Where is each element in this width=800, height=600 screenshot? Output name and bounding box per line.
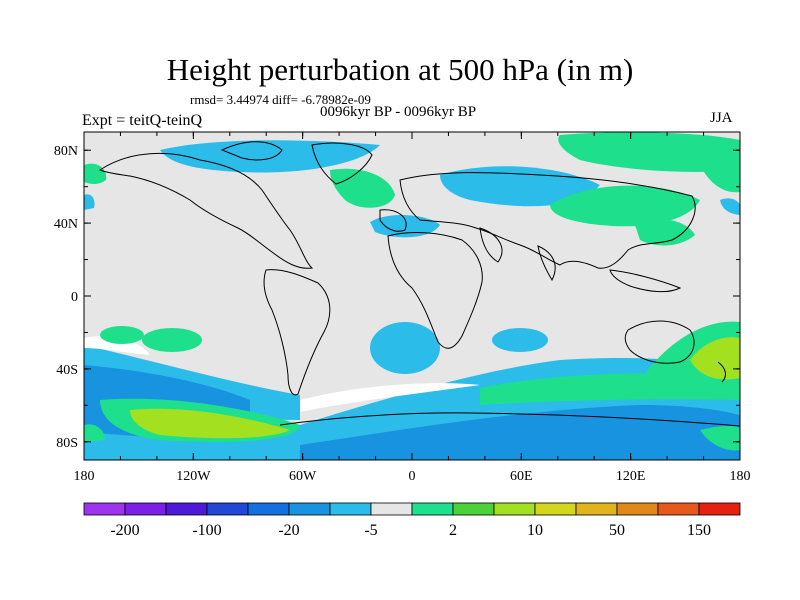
- colorbar-swatch: [575, 502, 618, 516]
- coast-arabia: [479, 227, 503, 263]
- lon-tick-label: 60E: [510, 469, 533, 484]
- colorbar-swatch: [206, 502, 249, 516]
- lat-tick-label: 0: [71, 290, 78, 305]
- colorbar-swatch: [657, 502, 700, 516]
- contour-green-west-edge: [84, 424, 105, 442]
- season-label: JJA: [710, 110, 733, 126]
- coast-south-america: [263, 269, 331, 396]
- contour-green-ross: [700, 425, 740, 451]
- axis-tick-labels: 80N 40N 0 40S 80S 180 120W 60W 0 60E 120E 180: [54, 144, 751, 484]
- colorbar-swatch: [124, 502, 167, 516]
- contour-cyan-north-pacific-east: [84, 194, 95, 210]
- contour-green-north-atlantic: [330, 168, 395, 208]
- colorbar-swatch: [616, 502, 659, 516]
- lon-tick-label: 180: [74, 469, 95, 484]
- colorbar-swatch: [247, 502, 290, 516]
- coast-eurasia: [399, 172, 696, 269]
- map-field: [84, 132, 740, 460]
- colorbar-swatch: [83, 502, 126, 516]
- contour-white-gap-atlantic: [300, 383, 480, 412]
- colorbar-swatch: [493, 502, 536, 516]
- colorbar-label: 2: [449, 522, 457, 539]
- colorbar-label: -200: [110, 522, 139, 539]
- colorbar-label: -5: [364, 522, 377, 539]
- colorbar-swatch: [534, 502, 577, 516]
- colorbar-label: -100: [192, 522, 221, 539]
- period-label: 0096kyr BP - 0096kyr BP: [320, 104, 477, 120]
- colorbar-swatch: [698, 502, 741, 516]
- coast-new-zealand: [717, 361, 726, 383]
- colorbar-swatch: [165, 502, 208, 516]
- contour-green-bering: [700, 162, 740, 193]
- lat-tick-label: 80S: [56, 436, 78, 451]
- contour-green-siberia: [558, 132, 740, 172]
- colorbar-label: 10: [527, 522, 543, 539]
- contour-green-alaska: [84, 163, 107, 184]
- coast-iberia: [379, 209, 407, 232]
- coast-antarctica: [279, 412, 740, 427]
- colorbar: -200 -100 -20 -5 2 10 50 150: [83, 502, 741, 539]
- axis-ticks: [83, 132, 741, 460]
- map-title: Height perturbation at 500 hPa (in m): [166, 52, 634, 87]
- contour-lightgreen-tasman: [690, 337, 740, 380]
- experiment-label: Expt = teitQ-teinQ: [82, 112, 203, 129]
- lon-tick-label: 180: [730, 469, 751, 484]
- colorbar-label: -20: [278, 522, 299, 539]
- colorbar-swatch: [452, 502, 495, 516]
- lon-tick-label: 60W: [289, 469, 317, 484]
- coast-australia: [624, 320, 695, 364]
- contour-cyan-north-pacific-far: [720, 198, 740, 215]
- lat-tick-label: 40S: [56, 363, 78, 378]
- contour-cyan-south-atlantic: [370, 322, 440, 374]
- coast-north-america: [98, 153, 314, 269]
- colorbar-swatch: [288, 502, 331, 516]
- lon-tick-label: 120E: [616, 469, 646, 484]
- contour-lightgreen-south-pacific: [130, 408, 290, 439]
- contour-cyan-arctic: [160, 140, 380, 173]
- contour-green-north-pacific-west: [635, 219, 695, 246]
- colorbar-label: 50: [609, 522, 625, 539]
- lon-tick-label: 120W: [176, 469, 211, 484]
- coast-indonesia: [609, 269, 682, 293]
- contour-green-south-pacific-mid: [142, 328, 202, 352]
- coast-india: [537, 245, 556, 282]
- lat-tick-label: 40N: [54, 217, 78, 232]
- contour-cyan-indian: [492, 328, 548, 352]
- lat-tick-label: 80N: [54, 144, 78, 159]
- coastlines: [98, 141, 740, 427]
- stats-label: rmsd= 3.44974 diff= -6.78982e-09: [190, 92, 371, 107]
- colorbar-label: 150: [687, 522, 711, 539]
- lon-tick-label: 0: [409, 469, 416, 484]
- contour-green-west-pacific: [100, 326, 144, 344]
- colorbar-swatch: [370, 502, 413, 516]
- coast-africa: [387, 232, 483, 349]
- colorbar-swatch: [329, 502, 372, 516]
- coast-canadian-arctic: [220, 141, 283, 161]
- colorbar-swatch: [411, 502, 454, 516]
- coast-greenland: [311, 142, 373, 185]
- contour-green-asia: [550, 185, 700, 227]
- contour-white-gap-pacific: [84, 335, 150, 355]
